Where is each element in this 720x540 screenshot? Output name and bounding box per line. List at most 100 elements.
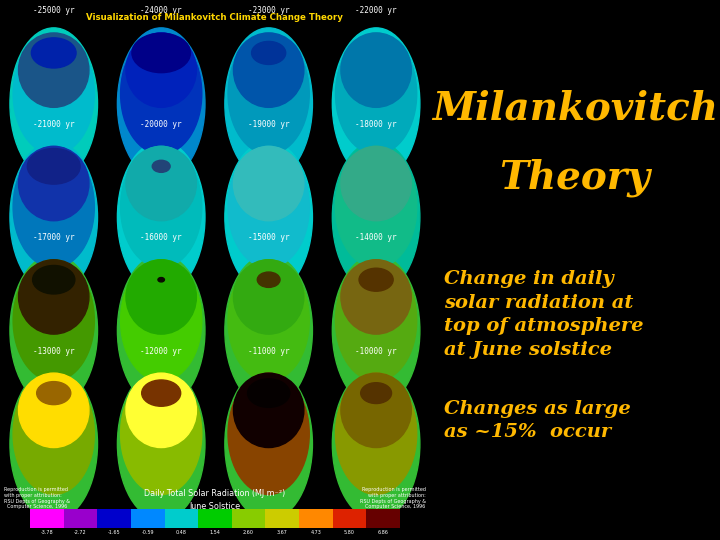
Text: -10000 yr: -10000 yr [355,347,397,355]
Ellipse shape [222,247,315,407]
Ellipse shape [257,272,280,287]
Bar [232,509,266,528]
Ellipse shape [333,255,420,407]
Text: -21000 yr: -21000 yr [33,120,75,129]
Ellipse shape [142,380,181,406]
Text: 4.73: 4.73 [310,530,321,535]
Ellipse shape [126,260,197,334]
Ellipse shape [115,247,207,407]
Text: 3.67: 3.67 [276,530,287,535]
Bar [30,509,63,528]
Ellipse shape [248,379,289,407]
Text: -2.72: -2.72 [74,530,87,535]
Ellipse shape [27,148,80,184]
Ellipse shape [228,146,310,268]
Ellipse shape [333,141,420,293]
Ellipse shape [32,38,76,68]
Text: Milankovitch: Milankovitch [432,89,718,127]
Text: -19000 yr: -19000 yr [248,120,289,129]
Bar [198,509,232,528]
Text: Theory: Theory [500,159,650,198]
Text: -12000 yr: -12000 yr [140,347,182,355]
Ellipse shape [330,360,422,520]
Text: -3.78: -3.78 [40,530,53,535]
Ellipse shape [115,20,207,180]
Ellipse shape [225,368,312,520]
Ellipse shape [8,247,100,407]
Text: -1.65: -1.65 [108,530,120,535]
Text: -13000 yr: -13000 yr [33,347,75,355]
Ellipse shape [19,146,89,221]
Ellipse shape [222,20,315,180]
Text: -25000 yr: -25000 yr [33,6,75,15]
Ellipse shape [341,33,411,107]
Ellipse shape [115,133,207,293]
Ellipse shape [115,360,207,520]
Ellipse shape [10,255,97,407]
Bar [63,509,97,528]
Ellipse shape [10,28,97,180]
Text: Daily Total Solar Radiation (MJ m⁻²): Daily Total Solar Radiation (MJ m⁻²) [144,489,286,498]
Ellipse shape [233,33,304,107]
Text: 6.86: 6.86 [377,530,388,535]
Text: 0.48: 0.48 [176,530,186,535]
Ellipse shape [13,33,94,154]
Ellipse shape [336,260,417,381]
Text: -22000 yr: -22000 yr [355,6,397,15]
Bar [131,509,164,528]
Ellipse shape [13,373,94,495]
Ellipse shape [233,260,304,334]
Ellipse shape [228,260,310,381]
Ellipse shape [333,368,420,520]
Ellipse shape [8,360,100,520]
Text: Change in daily
solar radiation at
top of atmosphere
at June solstice: Change in daily solar radiation at top o… [444,270,644,359]
Text: Reproduction is permitted
with proper attribution:
RSU Depts of Geography &
  Co: Reproduction is permitted with proper at… [359,487,426,509]
Ellipse shape [225,255,312,407]
Ellipse shape [158,278,164,282]
Ellipse shape [336,373,417,495]
Ellipse shape [341,146,411,221]
Ellipse shape [37,382,71,404]
Text: -15000 yr: -15000 yr [248,233,289,242]
Text: -14000 yr: -14000 yr [355,233,397,242]
Ellipse shape [333,28,420,180]
Ellipse shape [152,160,170,172]
Ellipse shape [251,42,286,64]
Text: 5.80: 5.80 [344,530,355,535]
Text: -18000 yr: -18000 yr [355,120,397,129]
Ellipse shape [19,33,89,107]
Ellipse shape [341,260,411,334]
Ellipse shape [126,146,197,221]
Ellipse shape [120,33,202,154]
Text: Reproduction is permitted
with proper attribution:
RSU Depts of Geography &
  Co: Reproduction is permitted with proper at… [4,487,71,509]
Ellipse shape [117,255,205,407]
Ellipse shape [13,146,94,268]
Ellipse shape [8,133,100,293]
Ellipse shape [330,247,422,407]
Ellipse shape [8,20,100,180]
Ellipse shape [120,146,202,268]
Ellipse shape [222,133,315,293]
Text: Visualization of Milankovitch Climate Change Theory: Visualization of Milankovitch Climate Ch… [86,14,343,23]
Text: June Solstice: June Solstice [189,502,240,511]
Ellipse shape [19,260,89,334]
Ellipse shape [120,260,202,381]
Ellipse shape [341,373,411,448]
Ellipse shape [126,33,197,107]
Ellipse shape [336,146,417,268]
Ellipse shape [228,373,310,495]
Text: -23000 yr: -23000 yr [248,6,289,15]
Ellipse shape [233,373,304,448]
Ellipse shape [361,383,392,403]
Bar [266,509,299,528]
Ellipse shape [117,368,205,520]
Bar [299,509,333,528]
Text: -11000 yr: -11000 yr [248,347,289,355]
Ellipse shape [228,33,310,154]
Ellipse shape [233,146,304,221]
Ellipse shape [359,268,393,291]
Ellipse shape [19,373,89,448]
Ellipse shape [330,133,422,293]
Text: -16000 yr: -16000 yr [140,233,182,242]
Bar [333,509,366,528]
